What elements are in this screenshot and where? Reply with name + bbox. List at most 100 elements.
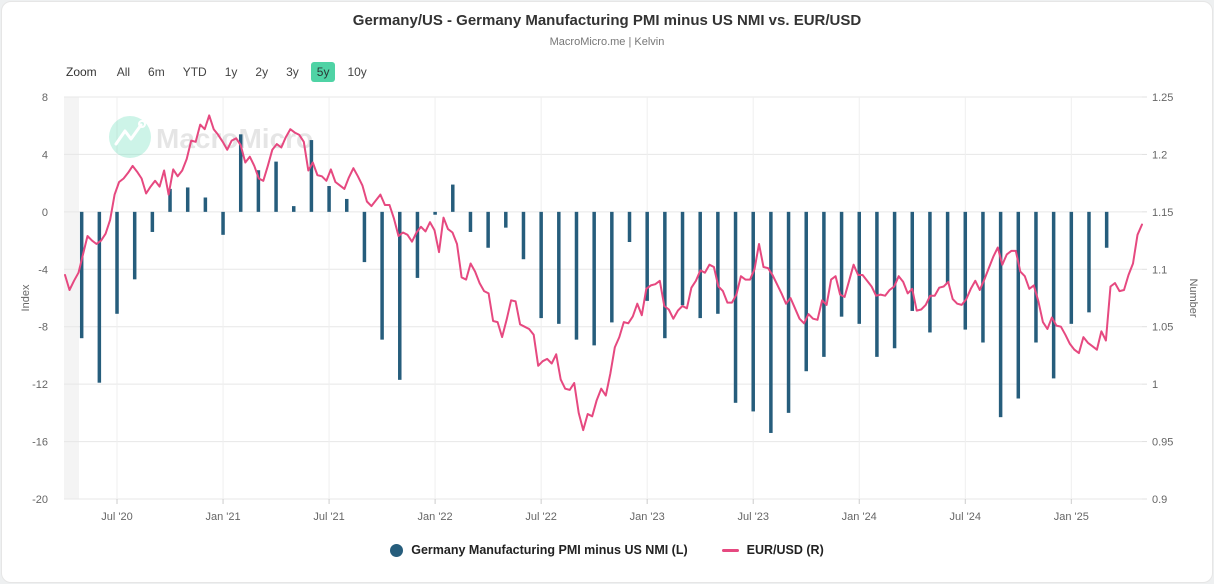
pmi-diff-bar[interactable] xyxy=(892,211,897,349)
chart-legend: Germany Manufacturing PMI minus US NMI (… xyxy=(2,543,1212,557)
pmi-diff-bar[interactable] xyxy=(928,211,932,333)
pmi-diff-bar[interactable] xyxy=(804,211,808,372)
eurusd-line[interactable] xyxy=(64,114,1143,432)
pmi-diff-bar[interactable] xyxy=(486,211,490,248)
pmi-diff-bar[interactable] xyxy=(97,211,102,383)
chart-subtitle: MacroMicro.me | Kelvin xyxy=(549,36,665,48)
pmi-diff-bar[interactable] xyxy=(769,211,773,433)
pmi-diff-bar[interactable] xyxy=(751,211,755,412)
pmi-diff-bar[interactable] xyxy=(963,211,968,330)
legend-label: EUR/USD (R) xyxy=(746,543,824,557)
pmi-diff-bar[interactable] xyxy=(433,211,437,215)
right-axis-tick-label: 1.25 xyxy=(1152,92,1173,104)
pmi-diff-bar[interactable] xyxy=(1034,211,1038,343)
left-axis-tick-label: -8 xyxy=(38,322,48,334)
pmi-diff-bar[interactable] xyxy=(574,211,579,340)
x-axis-tick-label: Jan '21 xyxy=(205,511,240,523)
pmi-diff-bar[interactable] xyxy=(680,211,685,306)
left-axis-tick-label: 0 xyxy=(42,207,48,219)
pmi-diff-bar[interactable] xyxy=(1016,211,1021,399)
range-button-10y[interactable]: 10y xyxy=(341,62,372,82)
pmi-diff-bar[interactable] xyxy=(786,211,791,413)
legend-item-pmi-diff[interactable]: Germany Manufacturing PMI minus US NMI (… xyxy=(390,543,688,557)
pmi-diff-bar[interactable] xyxy=(256,170,261,212)
pmi-diff-bar[interactable] xyxy=(592,211,596,346)
legend-item-eurusd[interactable]: EUR/USD (R) xyxy=(721,543,824,557)
pmi-diff-bar[interactable] xyxy=(132,211,137,280)
pmi-diff-bar[interactable] xyxy=(203,197,208,212)
pmi-diff-bar[interactable] xyxy=(168,188,172,212)
pmi-diff-bar[interactable] xyxy=(380,211,384,340)
x-axis-tick-label: Jul '21 xyxy=(313,511,344,523)
pmi-diff-bar[interactable] xyxy=(504,211,508,228)
right-axis-tick-label: 1.15 xyxy=(1152,207,1173,219)
pmi-diff-bar[interactable] xyxy=(345,198,349,212)
right-axis-tick-label: 0.95 xyxy=(1152,437,1173,449)
pmi-diff-bar[interactable] xyxy=(521,211,526,260)
pmi-diff-bar[interactable] xyxy=(857,211,861,324)
pmi-diff-bar[interactable] xyxy=(839,211,844,317)
pmi-diff-bar[interactable] xyxy=(1069,211,1074,324)
pmi-diff-bar[interactable] xyxy=(945,211,950,284)
pmi-diff-bar[interactable] xyxy=(610,211,614,323)
right-axis-tick-label: 1 xyxy=(1152,379,1158,391)
pmi-diff-bar[interactable] xyxy=(910,211,915,311)
pmi-diff-bar[interactable] xyxy=(327,186,331,212)
pmi-diff-bar[interactable] xyxy=(716,211,720,314)
pmi-diff-bar[interactable] xyxy=(981,211,985,343)
x-axis-tick-label: Jul '23 xyxy=(737,511,768,523)
pmi-diff-bar[interactable] xyxy=(150,211,155,232)
range-button-6m[interactable]: 6m xyxy=(142,62,171,82)
pmi-diff-bar[interactable] xyxy=(468,211,473,232)
legend-label: Germany Manufacturing PMI minus US NMI (… xyxy=(411,543,688,557)
pmi-diff-bar[interactable] xyxy=(221,211,225,235)
legend-line-marker xyxy=(721,548,739,552)
pmi-diff-bar[interactable] xyxy=(663,211,667,339)
pmi-diff-bar[interactable] xyxy=(274,161,278,212)
pmi-diff-bar[interactable] xyxy=(415,211,420,278)
left-axis-tick-label: 4 xyxy=(42,149,48,161)
zoom-toolbar: Zoom All 6m YTD 1y 2y 3y 5y 10y xyxy=(66,62,373,82)
left-axis-tick-label: -20 xyxy=(32,494,48,506)
pmi-diff-bar[interactable] xyxy=(362,211,367,263)
range-button-all[interactable]: All xyxy=(111,62,136,82)
pmi-diff-bar[interactable] xyxy=(627,211,632,243)
pmi-diff-bar[interactable] xyxy=(1051,211,1056,379)
x-axis-tick-label: Jan '25 xyxy=(1054,511,1089,523)
range-button-5y[interactable]: 5y xyxy=(310,62,336,82)
range-button-1y[interactable]: 1y xyxy=(219,62,244,82)
x-axis-tick-label: Jul '20 xyxy=(101,511,132,523)
right-axis-tick-label: 1.2 xyxy=(1152,149,1167,161)
x-axis-tick-label: Jul '22 xyxy=(525,511,556,523)
pmi-diff-bar[interactable] xyxy=(539,211,543,319)
range-button-2y[interactable]: 2y xyxy=(249,62,274,82)
pmi-diff-bar[interactable] xyxy=(185,187,190,212)
pmi-diff-bar[interactable] xyxy=(733,211,738,403)
pmi-diff-bar[interactable] xyxy=(79,211,84,339)
zigzag-mountain-icon xyxy=(114,123,143,146)
range-button-3y[interactable]: 3y xyxy=(280,62,305,82)
pmi-diff-bar[interactable] xyxy=(557,211,561,324)
legend-circle-marker xyxy=(390,543,404,557)
pmi-diff-bar[interactable] xyxy=(309,140,314,212)
pmi-diff-bar[interactable] xyxy=(998,211,1003,418)
pmi-diff-bar[interactable] xyxy=(291,206,296,212)
pmi-diff-bar[interactable] xyxy=(822,211,826,357)
pmi-diff-bar[interactable] xyxy=(698,211,702,319)
range-button-ytd[interactable]: YTD xyxy=(177,62,213,82)
pmi-diff-bar[interactable] xyxy=(1104,211,1109,248)
pmi-diff-bar[interactable] xyxy=(238,134,243,212)
pmi-diff-bar[interactable] xyxy=(398,211,402,380)
pmi-diff-bar[interactable] xyxy=(645,211,649,301)
pmi-diff-bar[interactable] xyxy=(115,211,119,314)
left-axis-tick-label: -4 xyxy=(38,264,48,276)
x-axis-tick-label: Jan '24 xyxy=(842,511,877,523)
right-axis-tick-label: 1.1 xyxy=(1152,264,1167,276)
left-axis-tick-label: -12 xyxy=(32,379,48,391)
x-axis-tick-label: Jan '23 xyxy=(630,511,665,523)
left-axis-tick-label: 8 xyxy=(42,92,48,104)
pmi-diff-bar[interactable] xyxy=(875,211,879,357)
pmi-diff-bar[interactable] xyxy=(1087,211,1091,313)
pmi-diff-bar[interactable] xyxy=(451,184,455,212)
